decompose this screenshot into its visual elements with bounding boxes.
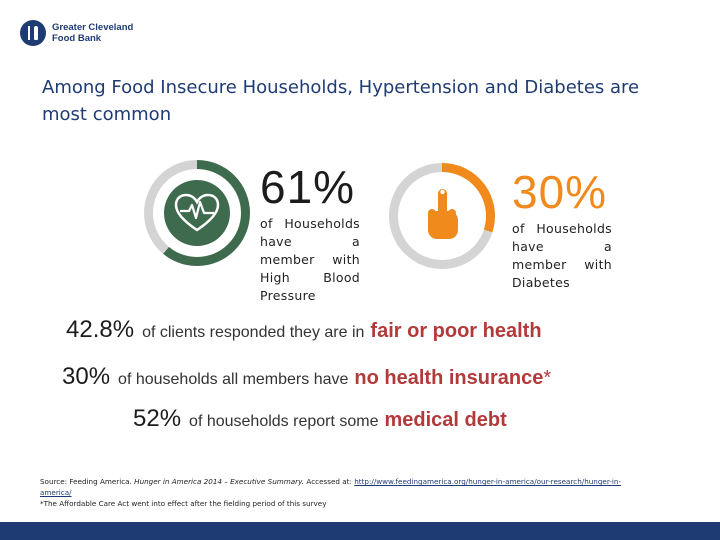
- stat-number: 42.8%: [66, 316, 135, 343]
- food-bank-logo: Greater Cleveland Food Bank: [20, 20, 133, 46]
- source-link[interactable]: http://www.feedingamerica.org/hunger-in-…: [40, 477, 622, 497]
- hypertension-percent: 61%: [260, 161, 356, 213]
- stat-number: 52%: [133, 405, 182, 432]
- source-citation: Source: Feeding America. Hunger in Ameri…: [40, 476, 640, 509]
- stat-text: of households report some: [189, 413, 379, 430]
- stat-text: of clients responded they are in: [142, 324, 365, 341]
- hypertension-ring: [144, 160, 250, 266]
- diabetes-ring: [389, 163, 495, 269]
- logo-line-1: Greater Cleveland: [52, 22, 134, 33]
- footnote: *The Affordable Care Act went into effec…: [40, 499, 327, 508]
- stat-highlight: fair or poor health: [370, 320, 542, 342]
- stat-highlight: no health insurance: [354, 367, 544, 389]
- stat-number: 30%: [62, 363, 111, 390]
- logo-text: Greater Cleveland Food Bank: [52, 22, 133, 44]
- heart-pulse-icon: [164, 180, 230, 246]
- hypertension-description: of Households have a member with High Bl…: [260, 216, 360, 303]
- stat-debt: 52% of households report some medical de…: [133, 405, 507, 433]
- finger-prick-icon: [409, 183, 475, 249]
- bottom-bar: [0, 522, 720, 540]
- logo-line-2: Food Bank: [52, 33, 102, 44]
- stat-text: of households all members have: [118, 371, 349, 388]
- slide-title: Among Food Insecure Households, Hyperten…: [42, 77, 640, 125]
- diabetes-description: of Households have a member with Diabete…: [512, 221, 612, 290]
- stat-insurance: 30% of households all members have no he…: [62, 363, 551, 391]
- diabetes-percent: 30%: [512, 166, 608, 218]
- stat-highlight: medical debt: [384, 409, 507, 431]
- stat-health: 42.8% of clients responded they are in f…: [66, 316, 542, 344]
- fork-knife-icon: [20, 20, 46, 46]
- source-title: Hunger in America 2014 – Executive Summa…: [134, 477, 305, 486]
- source-prefix: Source: Feeding America.: [40, 477, 132, 486]
- source-accessed: Accessed at:: [306, 477, 352, 486]
- footnote-asterisk: *: [543, 367, 552, 389]
